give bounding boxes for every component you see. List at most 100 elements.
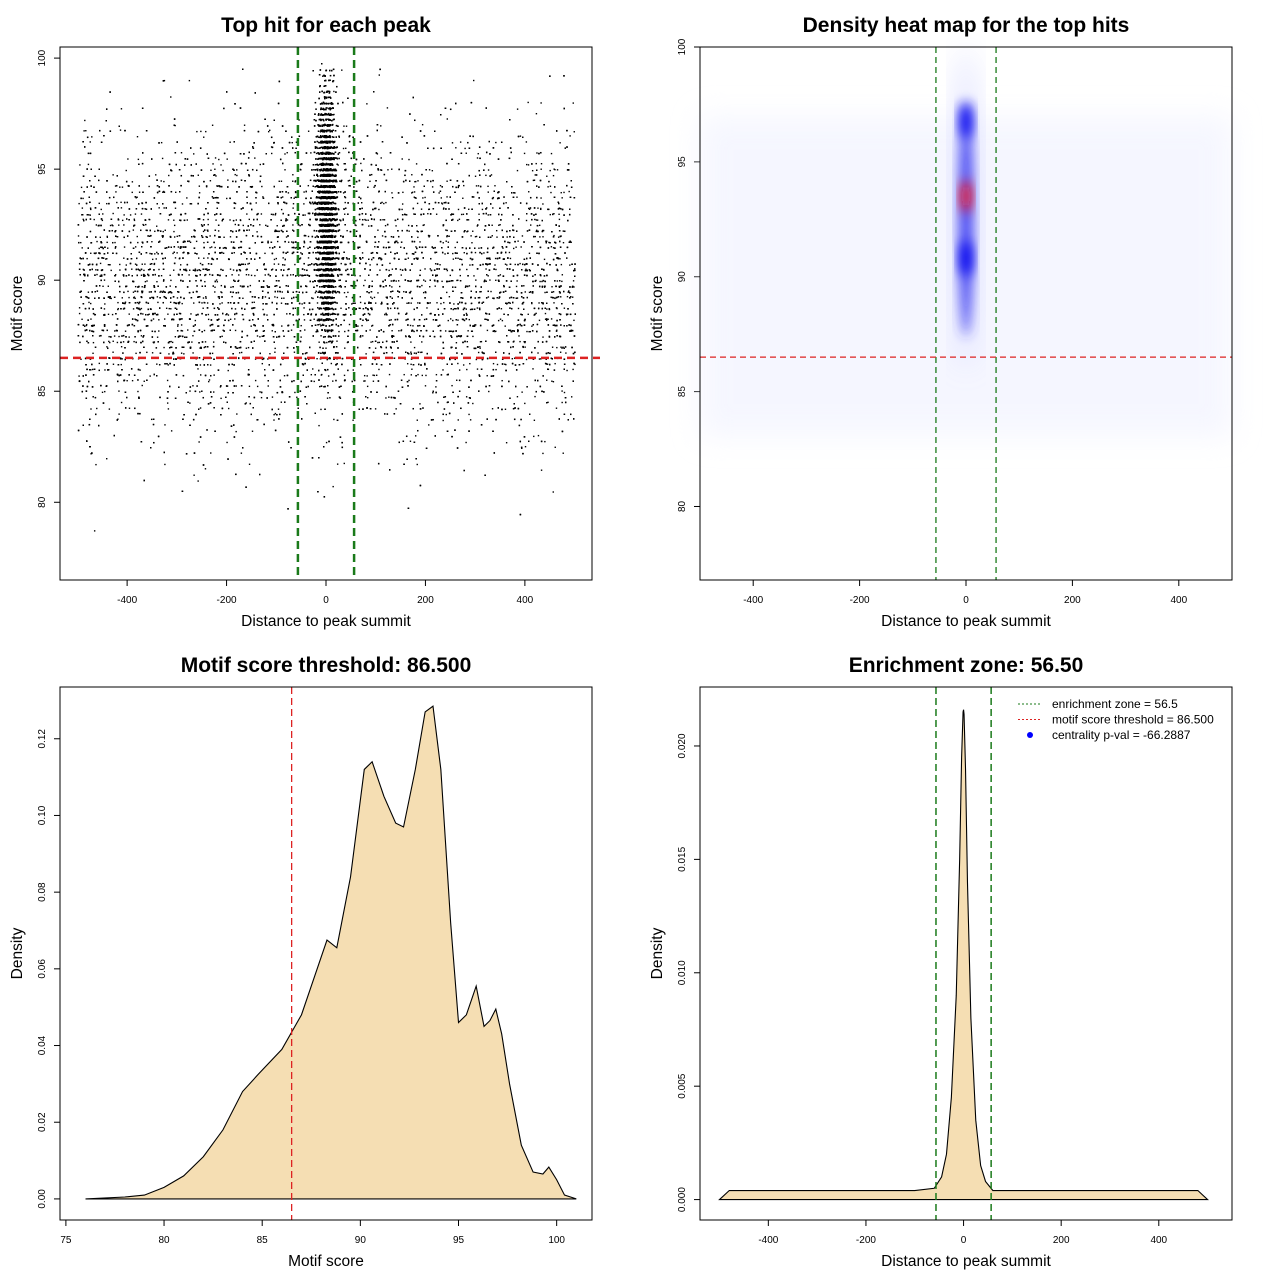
scatter-point	[504, 363, 506, 365]
scatter-point	[398, 285, 401, 288]
scatter-point	[142, 313, 144, 315]
scatter-point	[274, 296, 276, 298]
scatter-point	[202, 297, 205, 299]
scatter-point	[560, 346, 562, 348]
scatter-point	[234, 173, 236, 176]
scatter-point	[294, 307, 296, 309]
scatter-point	[341, 69, 343, 71]
scatter-point	[345, 296, 348, 298]
scatter-point	[136, 301, 139, 304]
scatter-point	[535, 112, 538, 115]
scatter-point	[552, 291, 555, 293]
scatter-point	[540, 358, 542, 360]
scatter-point	[303, 191, 305, 193]
scatter-point	[514, 192, 516, 194]
scatter-point	[301, 303, 303, 305]
scatter-point	[156, 225, 158, 227]
scatter-point	[442, 419, 444, 422]
scatter-point	[167, 219, 170, 221]
scatter-point	[390, 319, 392, 321]
scatter-point	[111, 313, 114, 316]
scatter-point	[558, 213, 560, 215]
scatter-point	[207, 218, 209, 221]
scatter-point	[221, 218, 224, 221]
scatter-point	[306, 285, 308, 288]
scatter-point	[202, 230, 205, 233]
scatter-point	[465, 312, 468, 315]
scatter-point	[200, 374, 202, 376]
scatter-point	[540, 163, 543, 165]
scatter-point	[512, 229, 514, 231]
scatter-point	[167, 408, 170, 410]
scatter-point	[238, 274, 240, 276]
scatter-point	[89, 207, 92, 209]
scatter-point	[144, 208, 146, 210]
scatter-point	[542, 229, 545, 232]
scatter-point	[254, 157, 256, 159]
scatter-point	[354, 224, 356, 226]
scatter-point	[561, 280, 563, 283]
scatter-point	[155, 258, 157, 260]
scatter-point	[424, 280, 427, 282]
scatter-point	[204, 274, 206, 277]
scatter-point	[127, 290, 129, 293]
scatter-point	[409, 324, 412, 327]
scatter-point	[355, 329, 358, 332]
scatter-point	[218, 296, 221, 298]
scatter-point	[416, 202, 419, 205]
scatter-point	[400, 274, 402, 276]
scatter-point	[525, 268, 527, 270]
scatter-point	[567, 291, 569, 293]
scatter-point	[560, 263, 563, 266]
scatter-point	[410, 341, 412, 343]
scatter-point	[332, 380, 334, 382]
scatter-point	[225, 247, 227, 249]
scatter-point	[90, 252, 92, 254]
scatter-point	[459, 141, 462, 143]
scatter-point	[520, 246, 522, 248]
scatter-point	[213, 391, 215, 393]
scatter-point	[427, 212, 429, 215]
scatter-point	[412, 325, 414, 327]
scatter-point	[135, 352, 137, 355]
scatter-point	[417, 180, 419, 182]
scatter-point	[435, 373, 438, 376]
scatter-point	[443, 301, 445, 304]
scatter-point	[82, 218, 84, 221]
scatter-point	[173, 224, 176, 227]
scatter-point	[169, 274, 171, 277]
scatter-point	[383, 219, 386, 221]
scatter-point	[344, 213, 346, 215]
scatter-point	[393, 335, 395, 337]
scatter-point	[415, 180, 417, 183]
scatter-point	[300, 336, 302, 338]
scatter-point	[318, 341, 320, 343]
scatter-point	[212, 341, 215, 343]
scatter-point	[362, 335, 364, 337]
scatter-point	[538, 224, 541, 227]
scatter-point	[229, 268, 232, 270]
scatter-point	[235, 347, 237, 349]
scatter-point	[405, 319, 407, 321]
scatter-point	[338, 330, 340, 333]
scatter-point	[535, 219, 538, 221]
scatter-point	[114, 241, 116, 244]
scatter-point	[374, 347, 377, 349]
scatter-point	[457, 208, 460, 211]
scatter-point	[489, 279, 491, 281]
scatter-point	[371, 340, 374, 343]
scatter-point	[163, 291, 165, 293]
scatter-point	[348, 179, 351, 182]
scatter-point	[551, 346, 554, 348]
scatter-point	[220, 397, 222, 400]
scatter-point	[325, 441, 328, 444]
scatter-point	[540, 469, 543, 471]
scatter-point	[120, 401, 123, 404]
scatter-point	[207, 313, 210, 316]
scatter-point	[417, 373, 419, 376]
scatter-point	[291, 141, 293, 144]
scatter-point	[231, 274, 233, 276]
scatter-point	[98, 247, 100, 250]
scatter-point	[221, 335, 223, 338]
scatter-point	[450, 318, 452, 320]
